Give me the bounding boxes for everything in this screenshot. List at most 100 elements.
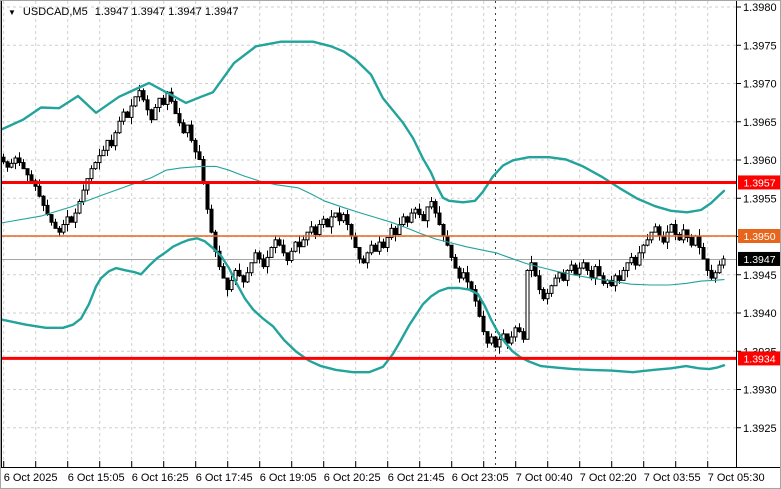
candle [373, 242, 378, 252]
candle [41, 195, 46, 212]
time-axis-label: 6 Oct 15:05 [68, 472, 125, 484]
price-badges: 1.3957 1.3950 1.3934 1.3947 [738, 175, 780, 366]
candle-body [521, 331, 526, 340]
candle-body [417, 208, 422, 216]
candle [105, 139, 110, 157]
candle [429, 196, 434, 210]
candle [541, 287, 546, 302]
candle [97, 148, 102, 170]
candle-body [481, 315, 486, 333]
candle [437, 206, 442, 226]
candle [121, 108, 126, 125]
candle-body [401, 216, 406, 226]
candle-body [145, 99, 150, 111]
candle-body [469, 281, 474, 291]
symbol-dropdown-icon[interactable]: ▼ [8, 7, 16, 17]
candle [377, 236, 382, 255]
candle [593, 264, 598, 285]
candle [301, 235, 306, 248]
candle [145, 95, 150, 116]
candle-body [477, 300, 482, 317]
candle-body [577, 267, 582, 275]
candle-body [189, 124, 194, 141]
candle [185, 124, 190, 138]
candle-body [113, 132, 118, 147]
candle-body [465, 272, 470, 283]
candle [61, 219, 66, 235]
candle-body [573, 264, 578, 275]
candle-body [381, 241, 386, 248]
candle-body [93, 162, 98, 170]
price-axis-label: 1.3960 [743, 155, 777, 167]
candle [485, 331, 490, 348]
candle [513, 325, 518, 342]
candle-body [685, 229, 690, 239]
candle [565, 269, 570, 287]
candle-body [665, 231, 670, 243]
candle [93, 161, 98, 170]
candle-body [69, 216, 74, 223]
candle-body [713, 272, 718, 279]
candle-body [137, 90, 142, 98]
candle [209, 204, 214, 234]
candle-body [485, 331, 490, 344]
candle-body [125, 111, 130, 118]
candle [13, 155, 18, 170]
candle [253, 249, 258, 264]
candle [625, 262, 630, 278]
candle-body [701, 246, 706, 260]
candle [273, 235, 278, 254]
price-axis-label: 1.3925 [743, 423, 777, 435]
bollinger-middle-line-path [1, 165, 725, 286]
time-axis-label: 6 Oct 17:45 [196, 472, 253, 484]
candle [557, 272, 562, 283]
candle [65, 209, 70, 232]
candle [401, 213, 406, 227]
candle [461, 268, 466, 281]
candle-body [389, 227, 394, 239]
candle [369, 240, 374, 256]
candle [697, 229, 702, 255]
candle-body [273, 239, 278, 248]
candle [577, 262, 582, 278]
candle-body [349, 224, 354, 237]
candle [385, 237, 390, 253]
candle [529, 255, 534, 278]
candle-body [257, 252, 262, 260]
candle-body [581, 262, 586, 269]
time-axis-label: 6 Oct 19:05 [260, 472, 317, 484]
price-axis-label: 1.3930 [743, 385, 777, 397]
candle [309, 221, 314, 235]
candle [189, 120, 194, 143]
candle-body [289, 250, 294, 261]
candle-body [17, 157, 22, 164]
candle-body [429, 201, 434, 208]
candle [257, 250, 262, 264]
candle-body [329, 216, 334, 228]
candle [553, 274, 558, 287]
candle [405, 215, 410, 227]
candle-body [37, 185, 42, 197]
candle [221, 263, 226, 279]
candle [113, 130, 118, 151]
candle-body [549, 285, 554, 294]
candle-body [297, 241, 302, 248]
candle [297, 235, 302, 254]
candle [633, 255, 638, 270]
candle-body [317, 224, 322, 235]
candle-body [621, 269, 626, 281]
candle-body [73, 212, 78, 223]
candle [265, 250, 270, 274]
candle [109, 134, 114, 149]
candle-body [533, 262, 538, 277]
candle [517, 323, 522, 333]
candle [613, 273, 618, 292]
candle [197, 144, 202, 161]
candle [129, 99, 134, 125]
candle-body [625, 262, 630, 271]
candle [477, 298, 482, 318]
candle-body [269, 246, 274, 258]
candle [717, 260, 722, 274]
